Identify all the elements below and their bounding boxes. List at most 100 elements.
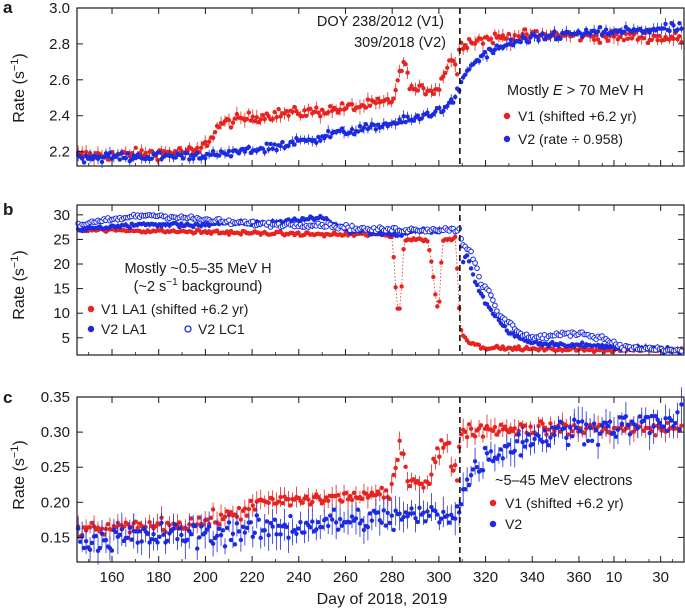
data-point [343, 490, 349, 496]
data-point [597, 24, 603, 30]
data-point [173, 522, 178, 527]
data-point [139, 148, 144, 153]
data-point [189, 516, 194, 521]
data-point [675, 410, 680, 415]
data-point [272, 517, 277, 522]
x-tick-label: 10 [606, 569, 623, 586]
data-point [125, 151, 130, 156]
data-point [238, 517, 244, 522]
data-point [292, 142, 297, 147]
data-point [591, 421, 597, 426]
data-point [678, 348, 685, 354]
data-point [389, 99, 394, 105]
data-point [603, 420, 609, 425]
data-point [445, 513, 450, 518]
data-point [316, 520, 321, 525]
data-point [488, 449, 494, 454]
legend-b-v1-label: V1 LA1 (shifted +6.2 yr) [101, 301, 248, 317]
data-point [645, 414, 650, 420]
data-point [500, 33, 506, 38]
data-point [139, 539, 144, 544]
data-point [147, 519, 152, 525]
data-point [248, 520, 254, 525]
data-point [548, 421, 553, 426]
data-point [381, 495, 386, 500]
data-point [375, 510, 381, 515]
data-point [597, 431, 603, 436]
x-axis-label: Day of 2018, 2019 [317, 591, 448, 608]
data-point [246, 144, 252, 150]
data-point [468, 473, 474, 478]
data-point [498, 422, 504, 428]
data-point [276, 523, 281, 529]
data-point [506, 31, 511, 37]
data-point [363, 122, 369, 127]
data-point [375, 96, 381, 101]
panel-a-frame [76, 7, 685, 167]
data-point [187, 157, 192, 162]
data-point [488, 307, 494, 312]
data-point [663, 416, 668, 421]
data-point [403, 62, 408, 67]
data-point [113, 529, 119, 535]
data-point [199, 145, 204, 151]
data-point [657, 33, 662, 39]
data-point [425, 509, 430, 514]
panel-a-data [75, 17, 684, 169]
data-point [605, 423, 611, 429]
data-point [522, 444, 527, 449]
data-point [427, 247, 432, 253]
data-point [595, 29, 601, 34]
panel-b: b 5 10 15 20 25 30 Rate (s−1) Mostly ~0.5–35 … [3, 200, 685, 356]
data-point [514, 439, 519, 444]
data-point [97, 154, 103, 159]
data-point [355, 507, 361, 512]
data-point [248, 118, 254, 123]
data-point [540, 31, 545, 37]
data-point [449, 512, 454, 518]
data-point [179, 532, 184, 538]
data-point [294, 531, 299, 536]
data-point [536, 38, 541, 43]
data-point [246, 110, 252, 115]
legend-a-v1-label: V1 (shifted +6.2 yr) [518, 108, 637, 124]
data-point [242, 506, 248, 511]
data-point [441, 445, 446, 450]
data-point [320, 524, 325, 530]
data-point [103, 537, 109, 543]
data-point [99, 159, 105, 165]
data-point [171, 526, 176, 531]
data-point [431, 274, 436, 280]
data-point [429, 472, 434, 477]
legend-b-v2la1-marker [87, 325, 95, 333]
y-tick-label: 0.15 [41, 529, 70, 546]
data-point [512, 448, 517, 454]
data-point [389, 481, 394, 487]
data-point [119, 151, 125, 156]
data-point [516, 344, 521, 349]
data-point [314, 140, 319, 145]
data-point [270, 146, 275, 151]
data-point [125, 522, 130, 527]
data-point [135, 525, 140, 531]
panel-b-axes: 5 10 15 20 25 30 [53, 204, 685, 356]
data-point [236, 505, 242, 511]
data-point [464, 253, 470, 258]
data-point [79, 156, 85, 161]
data-point [300, 500, 305, 505]
data-point [226, 232, 232, 237]
data-point [528, 424, 533, 429]
data-point [361, 527, 367, 533]
y-tick-label: 2.4 [49, 108, 70, 125]
data-point [226, 520, 232, 525]
data-point [208, 515, 214, 521]
data-point [460, 259, 466, 265]
data-point [641, 418, 646, 423]
data-point [403, 510, 408, 515]
data-point [95, 525, 101, 530]
data-point [512, 32, 517, 38]
panel-c-letter: c [3, 388, 12, 407]
data-point [127, 225, 132, 230]
data-point [278, 532, 283, 537]
data-point [653, 33, 658, 39]
